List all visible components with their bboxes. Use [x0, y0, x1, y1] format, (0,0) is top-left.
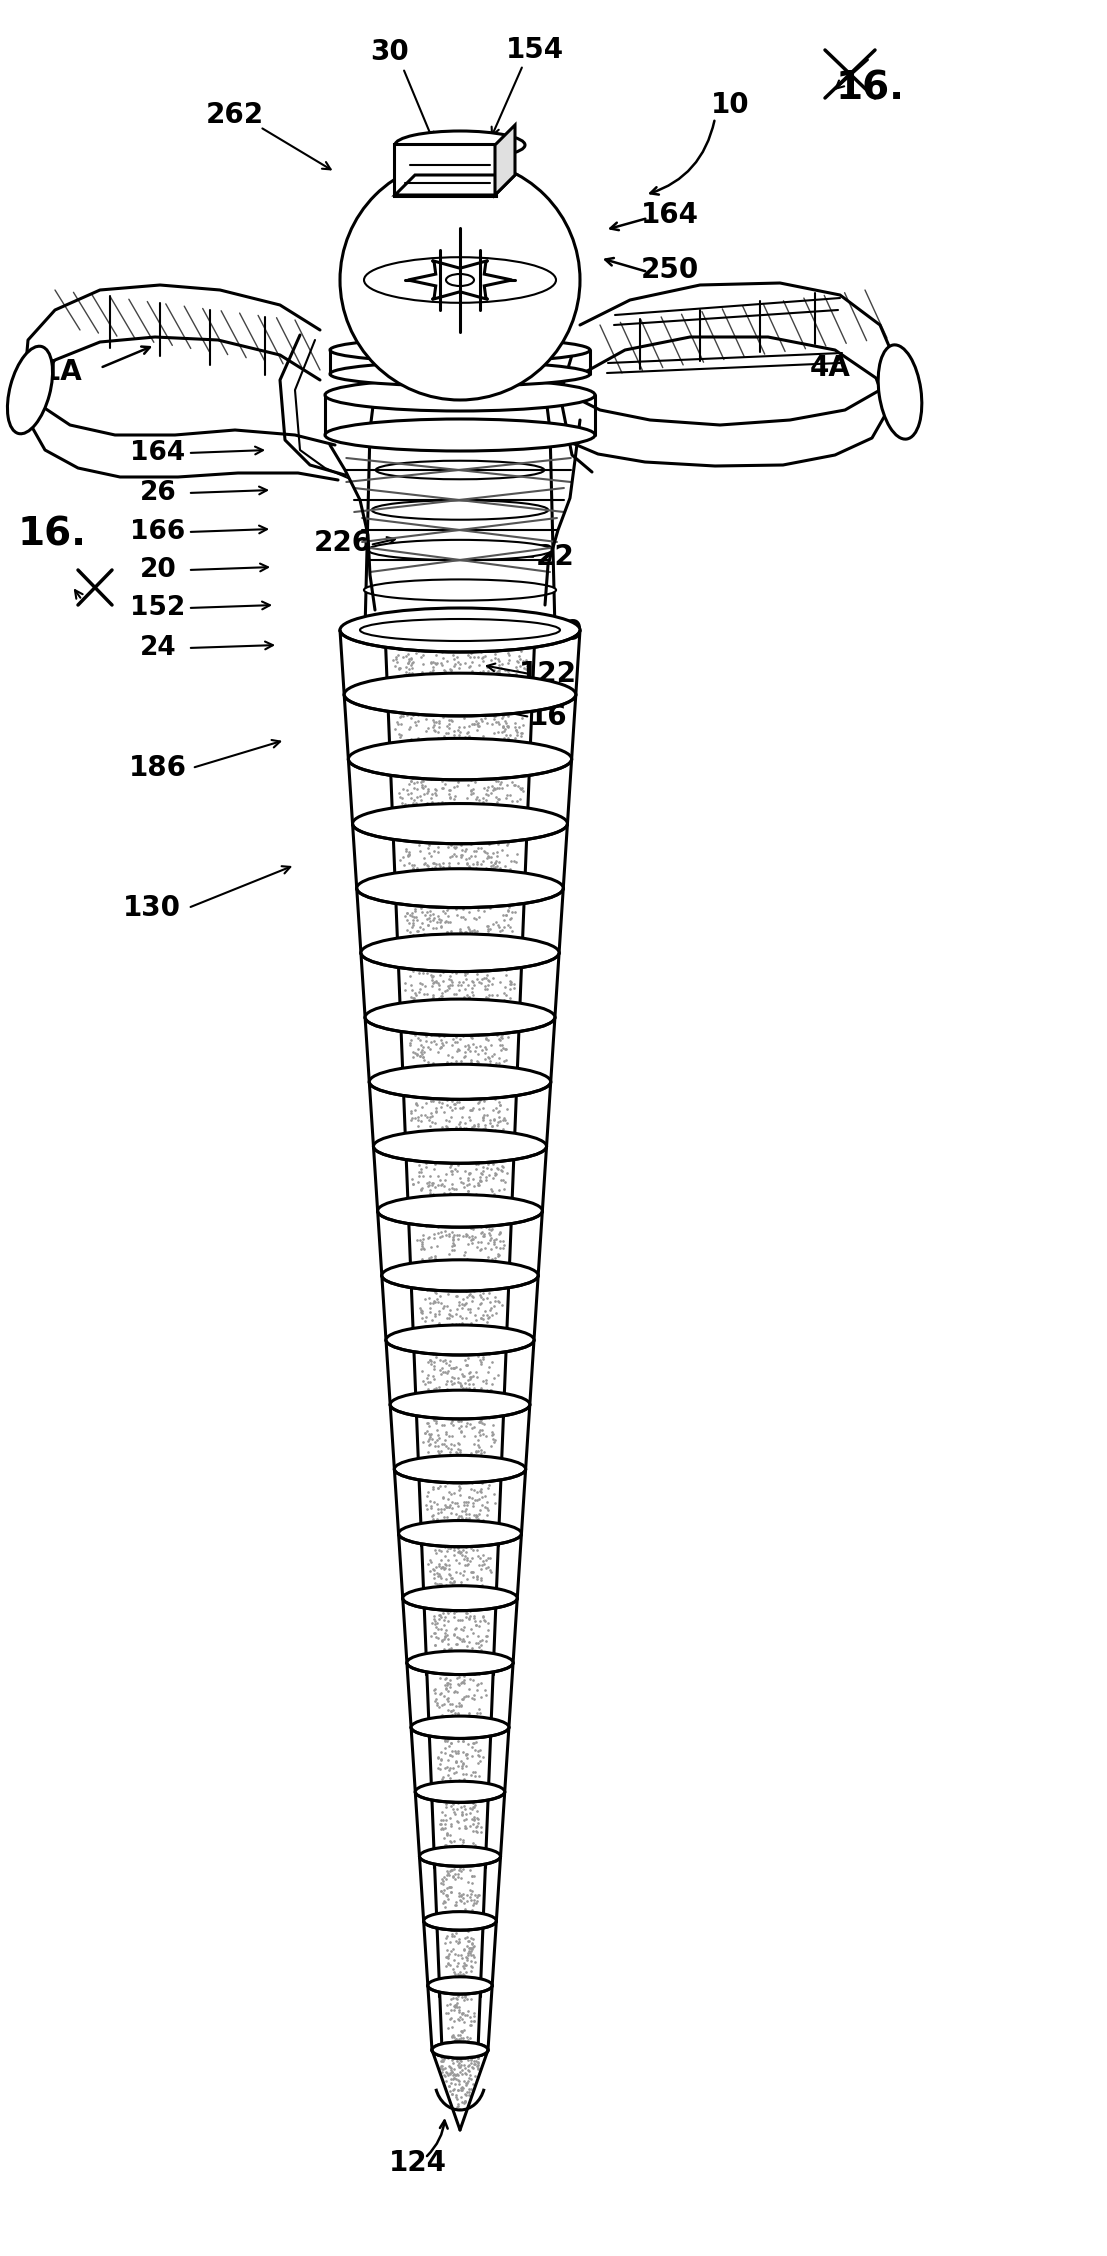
- Text: 154: 154: [506, 36, 565, 63]
- Text: 22: 22: [536, 544, 575, 571]
- Ellipse shape: [399, 1521, 521, 1548]
- Ellipse shape: [368, 539, 552, 559]
- Ellipse shape: [349, 738, 571, 781]
- Ellipse shape: [380, 422, 540, 440]
- Ellipse shape: [352, 803, 568, 844]
- Ellipse shape: [325, 420, 594, 451]
- Ellipse shape: [878, 345, 922, 440]
- Ellipse shape: [386, 1324, 534, 1356]
- Ellipse shape: [424, 1911, 496, 1931]
- Text: 24: 24: [139, 634, 176, 661]
- Ellipse shape: [360, 618, 560, 641]
- Text: 4A: 4A: [809, 354, 850, 381]
- Ellipse shape: [372, 501, 548, 519]
- Polygon shape: [395, 176, 515, 194]
- Text: 130: 130: [123, 893, 182, 923]
- Ellipse shape: [420, 1845, 500, 1866]
- Ellipse shape: [427, 1976, 493, 1994]
- Ellipse shape: [411, 1717, 509, 1739]
- Ellipse shape: [344, 672, 576, 715]
- Ellipse shape: [330, 361, 590, 386]
- Ellipse shape: [432, 2042, 488, 2057]
- Ellipse shape: [377, 1196, 542, 1227]
- FancyBboxPatch shape: [394, 144, 496, 196]
- Ellipse shape: [373, 1130, 547, 1164]
- Ellipse shape: [340, 609, 580, 652]
- Ellipse shape: [375, 460, 545, 478]
- Ellipse shape: [361, 934, 559, 972]
- Text: 124: 124: [389, 2150, 447, 2177]
- Text: 30: 30: [371, 38, 410, 65]
- Text: 129: 129: [526, 618, 583, 645]
- Text: 10: 10: [711, 90, 749, 120]
- Ellipse shape: [370, 1065, 550, 1099]
- Ellipse shape: [403, 1586, 517, 1611]
- Ellipse shape: [382, 1259, 538, 1290]
- Ellipse shape: [407, 1651, 513, 1674]
- Ellipse shape: [446, 273, 474, 287]
- Ellipse shape: [364, 257, 556, 302]
- Polygon shape: [408, 262, 513, 298]
- Text: 262: 262: [206, 102, 265, 129]
- Text: 152: 152: [131, 596, 186, 620]
- Text: 186: 186: [130, 754, 187, 783]
- Ellipse shape: [383, 381, 537, 399]
- Ellipse shape: [8, 345, 52, 433]
- Ellipse shape: [387, 343, 532, 359]
- Text: 16: 16: [529, 704, 567, 731]
- Ellipse shape: [395, 131, 525, 158]
- Ellipse shape: [356, 869, 563, 907]
- Text: 122: 122: [519, 661, 577, 688]
- Text: 16.: 16.: [18, 517, 86, 555]
- Ellipse shape: [325, 379, 594, 411]
- Text: 20: 20: [139, 557, 176, 582]
- Ellipse shape: [390, 1390, 530, 1419]
- Text: 26: 26: [139, 481, 176, 505]
- Ellipse shape: [415, 1782, 505, 1803]
- Polygon shape: [495, 124, 515, 194]
- Circle shape: [340, 160, 580, 399]
- Text: 16.: 16.: [836, 70, 904, 106]
- Text: 166: 166: [131, 519, 186, 546]
- Ellipse shape: [330, 338, 590, 361]
- Ellipse shape: [432, 2042, 488, 2057]
- Ellipse shape: [364, 580, 556, 600]
- Ellipse shape: [365, 999, 555, 1036]
- Text: 1A: 1A: [42, 359, 82, 386]
- Text: 250: 250: [641, 255, 700, 284]
- Text: 164: 164: [131, 440, 186, 467]
- Ellipse shape: [394, 1455, 526, 1482]
- Text: 226: 226: [314, 528, 372, 557]
- Text: 164: 164: [641, 201, 699, 230]
